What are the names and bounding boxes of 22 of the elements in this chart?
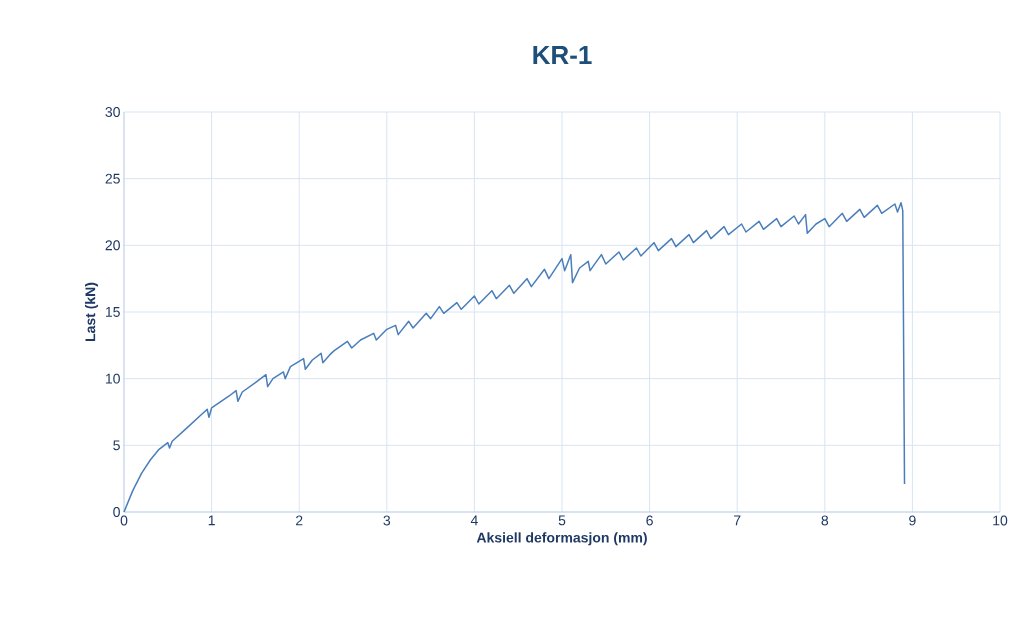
x-tick-label: 8 [821,515,829,526]
x-tick-label: 7 [734,515,741,526]
x-tick-label: 0 [120,515,128,526]
chart-title: KR-1 [533,46,592,64]
x-tick-label: 10 [993,515,1008,526]
x-tick-label: 2 [296,515,303,526]
y-tick-label: 30 [105,107,120,117]
y-axis-title: Last (kN) [84,282,99,341]
x-tick-label: 5 [558,515,566,526]
y-tick-label: 15 [105,307,120,317]
x-tick-label: 9 [909,515,916,526]
x-tick-label: 4 [470,515,478,526]
x-axis-title: Aksiell deformasjon (mm) [476,532,647,546]
line-series [123,201,906,513]
y-tick-label: 5 [113,440,120,451]
y-tick-label: 25 [105,173,120,184]
x-tick-label: 6 [646,515,653,526]
y-tick-label: 10 [105,373,120,384]
y-tick-label: 20 [105,240,120,251]
x-tick-label: 1 [208,515,215,526]
y-tick-label: 0 [113,507,120,517]
x-tick-label: 3 [383,515,391,526]
